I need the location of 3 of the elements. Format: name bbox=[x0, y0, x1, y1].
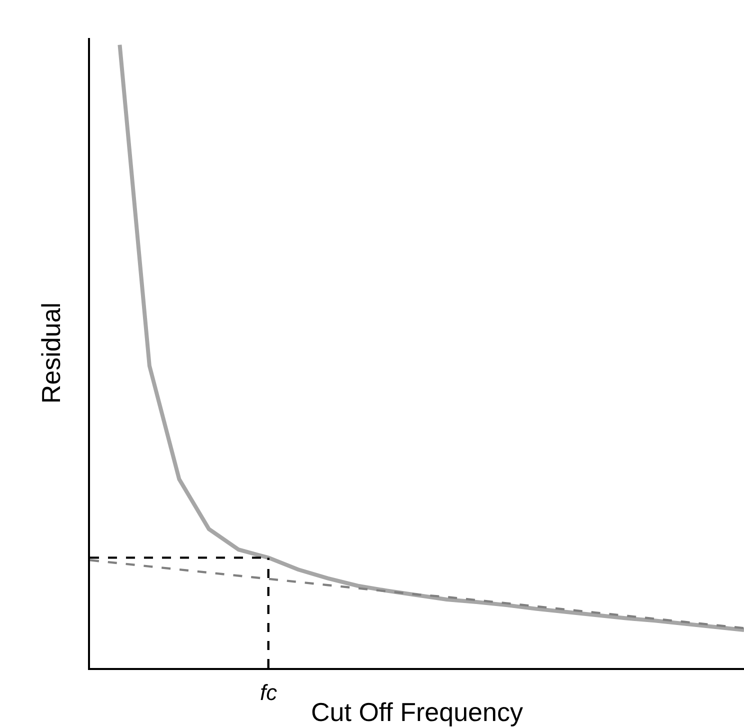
text: fc bbox=[260, 680, 278, 705]
y-axis-title: Residual bbox=[36, 302, 66, 404]
x-axis-title: Cut Off Frequency bbox=[311, 697, 523, 727]
